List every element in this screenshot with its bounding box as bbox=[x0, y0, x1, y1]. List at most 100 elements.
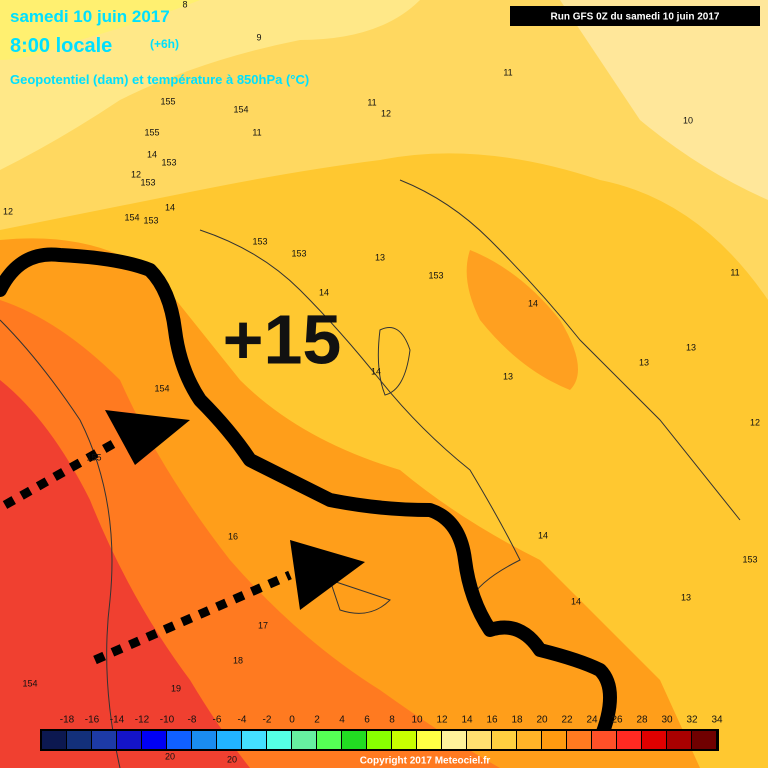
colorbar-label: -10 bbox=[160, 715, 175, 726]
colorbar-swatch bbox=[342, 731, 366, 749]
contour-label: 19 bbox=[171, 683, 181, 693]
field: Geopotentiel (dam) et température à 850h… bbox=[10, 72, 309, 87]
colorbar-swatch bbox=[392, 731, 416, 749]
colorbar-swatch bbox=[667, 731, 691, 749]
colorbar-swatch bbox=[542, 731, 566, 749]
colorbar-swatch bbox=[67, 731, 91, 749]
coastlines bbox=[0, 179, 741, 768]
colorbar-swatch bbox=[267, 731, 291, 749]
colorbar-label: 8 bbox=[389, 715, 395, 726]
contour-label: 154 bbox=[233, 104, 248, 114]
colorbar-swatch bbox=[467, 731, 491, 749]
contour-label: 153 bbox=[140, 177, 155, 187]
colorbar-swatch bbox=[92, 731, 116, 749]
annotation: +15 bbox=[223, 300, 342, 378]
region-warm bbox=[0, 0, 768, 300]
colorbar-swatch bbox=[292, 731, 316, 749]
contour-label: 18 bbox=[233, 655, 243, 665]
contour-label: 13 bbox=[375, 252, 385, 262]
colorbar-swatch bbox=[117, 731, 141, 749]
colorbar-label: 28 bbox=[636, 715, 648, 726]
colorbar-label: -4 bbox=[238, 715, 247, 726]
colorbar-label: 22 bbox=[561, 715, 573, 726]
colorbar-label: 12 bbox=[436, 715, 448, 726]
contour-label: 16 bbox=[228, 531, 238, 541]
contour-label: 12 bbox=[3, 206, 13, 216]
colorbar-swatch bbox=[142, 731, 166, 749]
colorbar-label: 14 bbox=[461, 715, 473, 726]
contour-label: 153 bbox=[291, 248, 306, 258]
colorbar-swatch bbox=[617, 731, 641, 749]
contour-label: 154 bbox=[124, 212, 139, 222]
contour-label: 155 bbox=[160, 96, 175, 106]
contour-label: 12 bbox=[131, 169, 141, 179]
colorbar-label: 4 bbox=[339, 715, 345, 726]
contour-label: 14 bbox=[528, 298, 538, 308]
contour-label: 17 bbox=[258, 620, 268, 630]
colorbar-label: 20 bbox=[536, 715, 548, 726]
colorbar-label: 10 bbox=[411, 715, 423, 726]
contour-label: 13 bbox=[639, 357, 649, 367]
contour-label: 14 bbox=[538, 530, 548, 540]
colorbar-label: 26 bbox=[611, 715, 623, 726]
colorbar-swatch bbox=[317, 731, 341, 749]
contour-label: 11 bbox=[730, 267, 739, 277]
contour-label: 14 bbox=[319, 287, 329, 297]
contour-label: 9 bbox=[256, 32, 261, 42]
region-cool bbox=[0, 0, 200, 60]
copyright: Copyright 2017 Meteociel.fr bbox=[360, 756, 491, 767]
contour-label: 153 bbox=[742, 554, 757, 564]
contour-label: 154 bbox=[154, 383, 169, 393]
date: samedi 10 juin 2017 bbox=[10, 7, 170, 26]
colorbar-label: -12 bbox=[135, 715, 150, 726]
contour-label: 153 bbox=[428, 270, 443, 280]
contour-label: 14 bbox=[371, 366, 381, 376]
region-adriatic bbox=[466, 250, 578, 390]
colorbar-label: 24 bbox=[586, 715, 598, 726]
colorbar-swatch bbox=[642, 731, 666, 749]
colorbar-swatch bbox=[492, 731, 516, 749]
contour-label: 11 bbox=[503, 67, 512, 77]
contour-label: 20 bbox=[227, 754, 237, 764]
colorbar-label: 34 bbox=[711, 715, 723, 726]
flow-arrows bbox=[2, 436, 292, 665]
contour-label: 153 bbox=[252, 236, 267, 246]
contour-label: 155 bbox=[144, 127, 159, 137]
colorbar-swatch bbox=[367, 731, 391, 749]
colorbar-swatch bbox=[417, 731, 441, 749]
colorbar-label: 6 bbox=[364, 715, 370, 726]
contour-label: 14 bbox=[147, 149, 157, 159]
arrow-head bbox=[290, 540, 365, 610]
contour-label: 154 bbox=[22, 678, 37, 688]
colorbar-swatch bbox=[517, 731, 541, 749]
contour-label: 10 bbox=[683, 115, 693, 125]
region-pale bbox=[560, 0, 768, 200]
contour-label: 153 bbox=[143, 215, 158, 225]
contour-label: 155 bbox=[86, 452, 101, 462]
contour-label: 11 bbox=[367, 97, 376, 107]
contour-label: 12 bbox=[750, 417, 760, 427]
colorbar-swatch bbox=[192, 731, 216, 749]
colorbar-label: 16 bbox=[486, 715, 498, 726]
contour-label: 153 bbox=[161, 157, 176, 167]
contour-label: 8 bbox=[182, 0, 187, 9]
contour-label: 13 bbox=[681, 592, 691, 602]
run-box bbox=[510, 6, 760, 26]
colorbar-label: -2 bbox=[263, 715, 272, 726]
colorbar-swatch bbox=[692, 731, 716, 749]
colorbar-label: 30 bbox=[661, 715, 673, 726]
colorbar-label: 32 bbox=[686, 715, 698, 726]
run: Run GFS 0Z du samedi 10 juin 2017 bbox=[551, 12, 720, 23]
colorbar-swatch bbox=[242, 731, 266, 749]
colorbar-swatch bbox=[442, 731, 466, 749]
colorbar-label: -6 bbox=[213, 715, 222, 726]
colorbar-swatch bbox=[42, 731, 66, 749]
colorbar-label: -18 bbox=[60, 715, 75, 726]
time: 8:00 locale bbox=[10, 35, 112, 57]
contour-label: 12 bbox=[381, 108, 391, 118]
colorbar-label: 2 bbox=[314, 715, 320, 726]
contour-label: 13 bbox=[503, 371, 513, 381]
contour-label: 11 bbox=[252, 127, 261, 137]
contour-label: 20 bbox=[165, 751, 175, 761]
